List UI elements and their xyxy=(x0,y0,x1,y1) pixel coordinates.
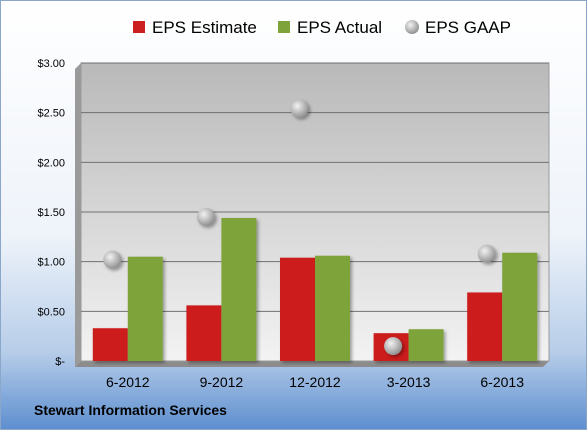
bar-eps-actual xyxy=(315,255,350,361)
legend-swatch xyxy=(133,21,145,33)
y-tick-label: $- xyxy=(55,356,65,368)
marker-eps-gaap xyxy=(196,207,215,226)
bar-eps-estimate xyxy=(186,305,222,361)
x-tick-label: 6-2013 xyxy=(480,374,524,390)
y-tick-label: $1.50 xyxy=(37,207,65,219)
plot-area: $- $0.50 $1.00 $1.50 $2.00 $2.50 $3.00 6-2012 9-… xyxy=(37,58,550,390)
y-tick-label: $1.00 xyxy=(37,257,65,269)
y-tick-label: $0.50 xyxy=(37,306,65,318)
bar-eps-actual xyxy=(127,256,163,361)
marker-eps-gaap xyxy=(477,244,496,263)
bar-eps-estimate xyxy=(467,292,503,361)
marker-eps-gaap xyxy=(384,337,403,356)
legend-label: EPS Actual xyxy=(297,18,382,37)
legend: EPS Estimate EPS Actual EPS GAAP xyxy=(133,18,511,37)
marker-eps-gaap xyxy=(290,99,309,118)
bar-eps-actual xyxy=(408,329,444,361)
legend-label: EPS GAAP xyxy=(425,18,511,37)
legend-label: EPS Estimate xyxy=(152,18,257,37)
bar-eps-actual xyxy=(502,252,538,361)
y-tick-label: $2.00 xyxy=(37,157,65,169)
plot-side-wall xyxy=(75,63,81,367)
x-tick-label: 12-2012 xyxy=(289,374,341,390)
plot-floor xyxy=(75,361,549,367)
x-tick-label: 3-2013 xyxy=(387,374,431,390)
x-tick-label: 9-2012 xyxy=(200,374,244,390)
y-tick-label: $2.50 xyxy=(37,108,65,120)
legend-swatch xyxy=(278,21,290,33)
y-tick-label: $3.00 xyxy=(37,58,65,70)
marker-eps-gaap xyxy=(103,250,122,269)
bar-eps-estimate xyxy=(280,257,315,361)
bar-eps-estimate xyxy=(92,328,128,361)
legend-swatch xyxy=(405,20,419,34)
company-name: Stewart Information Services xyxy=(34,402,227,418)
bar-eps-actual xyxy=(221,217,257,361)
x-tick-label: 6-2012 xyxy=(106,374,150,390)
